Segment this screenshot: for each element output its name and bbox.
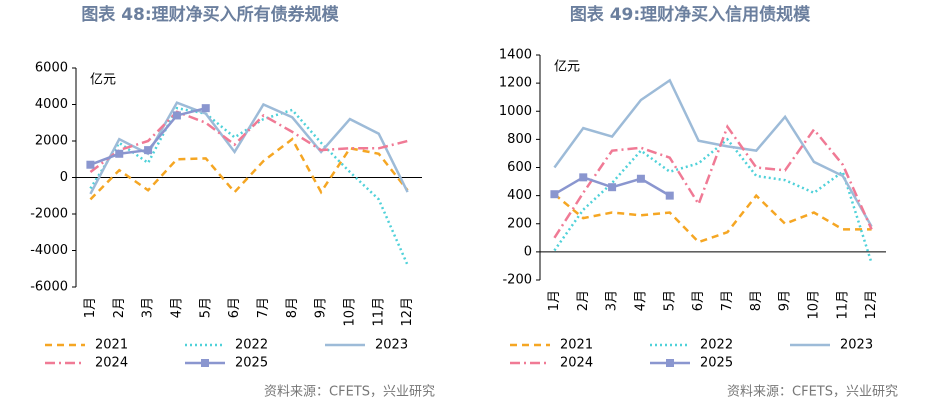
y-tick-label: 6000: [35, 61, 68, 76]
y-tick-label: 2000: [35, 134, 68, 149]
series-marker: [579, 173, 588, 182]
x-tick-label: 6月: [227, 297, 242, 318]
x-tick-label: 10月: [806, 290, 821, 320]
legend-label: 2021: [560, 338, 593, 353]
x-tick-label: 7月: [256, 297, 271, 318]
x-tick-label: 4月: [633, 290, 648, 311]
x-tick-label: 3月: [605, 290, 620, 311]
x-tick-label: 10月: [342, 297, 357, 327]
y-tick-label: 1000: [499, 104, 532, 119]
x-tick-label: 11月: [835, 290, 850, 320]
series-marker: [86, 160, 95, 169]
series-marker: [636, 174, 645, 183]
source: 资料来源：CFETS，兴业研究: [727, 385, 898, 400]
series-marker: [550, 190, 559, 199]
x-tick-label: 2月: [576, 290, 591, 311]
legend-label: 2022: [700, 338, 733, 353]
legend-label: 2024: [95, 356, 128, 371]
y-tick-label: 4000: [35, 97, 68, 112]
legend-label: 2021: [95, 338, 128, 353]
unit-label: 亿元: [90, 73, 116, 88]
x-tick-label: 5月: [198, 297, 213, 318]
x-tick-label: 9月: [314, 297, 329, 318]
series-line: [89, 106, 409, 266]
y-tick-label: 0: [60, 170, 68, 185]
series-line: [553, 78, 873, 228]
x-tick-label: 12月: [864, 290, 879, 320]
x-tick-label: 2月: [112, 297, 127, 318]
y-tick-label: 600: [507, 160, 532, 175]
y-tick-label: -2000: [30, 207, 68, 222]
y-tick-label: 0: [524, 244, 532, 259]
legend-label: 2022: [235, 338, 268, 353]
series-marker: [115, 149, 124, 158]
y-tick-label: 800: [507, 132, 532, 147]
series-marker: [608, 183, 617, 192]
legend-label: 2023: [840, 338, 873, 353]
legend-label: 2025: [700, 356, 733, 371]
unit-label: 亿元: [554, 60, 580, 75]
x-tick-label: 8月: [749, 290, 764, 311]
x-tick-label: 5月: [662, 290, 677, 311]
series-marker: [144, 146, 153, 155]
y-tick-label: 400: [507, 188, 532, 203]
legend-label: 2023: [375, 338, 408, 353]
x-tick-label: 7月: [720, 290, 735, 311]
legend-marker: [666, 359, 674, 367]
y-tick-label: -4000: [30, 243, 68, 258]
x-tick-label: 6月: [691, 290, 706, 311]
x-tick-label: 3月: [141, 297, 156, 318]
series-line: [553, 193, 872, 244]
legend-label: 2024: [560, 356, 593, 371]
x-tick-label: 9月: [778, 290, 793, 311]
x-tick-label: 12月: [400, 297, 415, 327]
series-marker: [172, 111, 181, 120]
legend-label: 2025: [235, 356, 268, 371]
series-line: [553, 137, 873, 264]
series-marker: [665, 191, 674, 200]
x-tick-label: 8月: [285, 297, 300, 318]
x-tick-label: 1月: [547, 290, 562, 311]
y-tick-label: -6000: [30, 280, 68, 295]
series-marker: [201, 104, 210, 113]
x-tick-label: 4月: [169, 297, 184, 318]
chart-title: 图表 49:理财净买入信用债规模: [570, 4, 811, 25]
source: 资料来源：CFETS，兴业研究: [264, 385, 435, 400]
y-tick-label: 200: [507, 216, 532, 231]
y-tick-label: 1400: [499, 48, 532, 63]
y-tick-label: 1200: [499, 76, 532, 91]
legend-marker: [201, 359, 209, 367]
y-tick-label: -200: [502, 273, 532, 288]
series-line: [89, 137, 409, 201]
series-line: [89, 106, 207, 166]
x-tick-label: 1月: [83, 297, 98, 318]
chart-title: 图表 48:理财净买入所有债券规模: [81, 4, 339, 25]
x-tick-label: 11月: [371, 297, 386, 327]
series-line: [89, 110, 408, 174]
